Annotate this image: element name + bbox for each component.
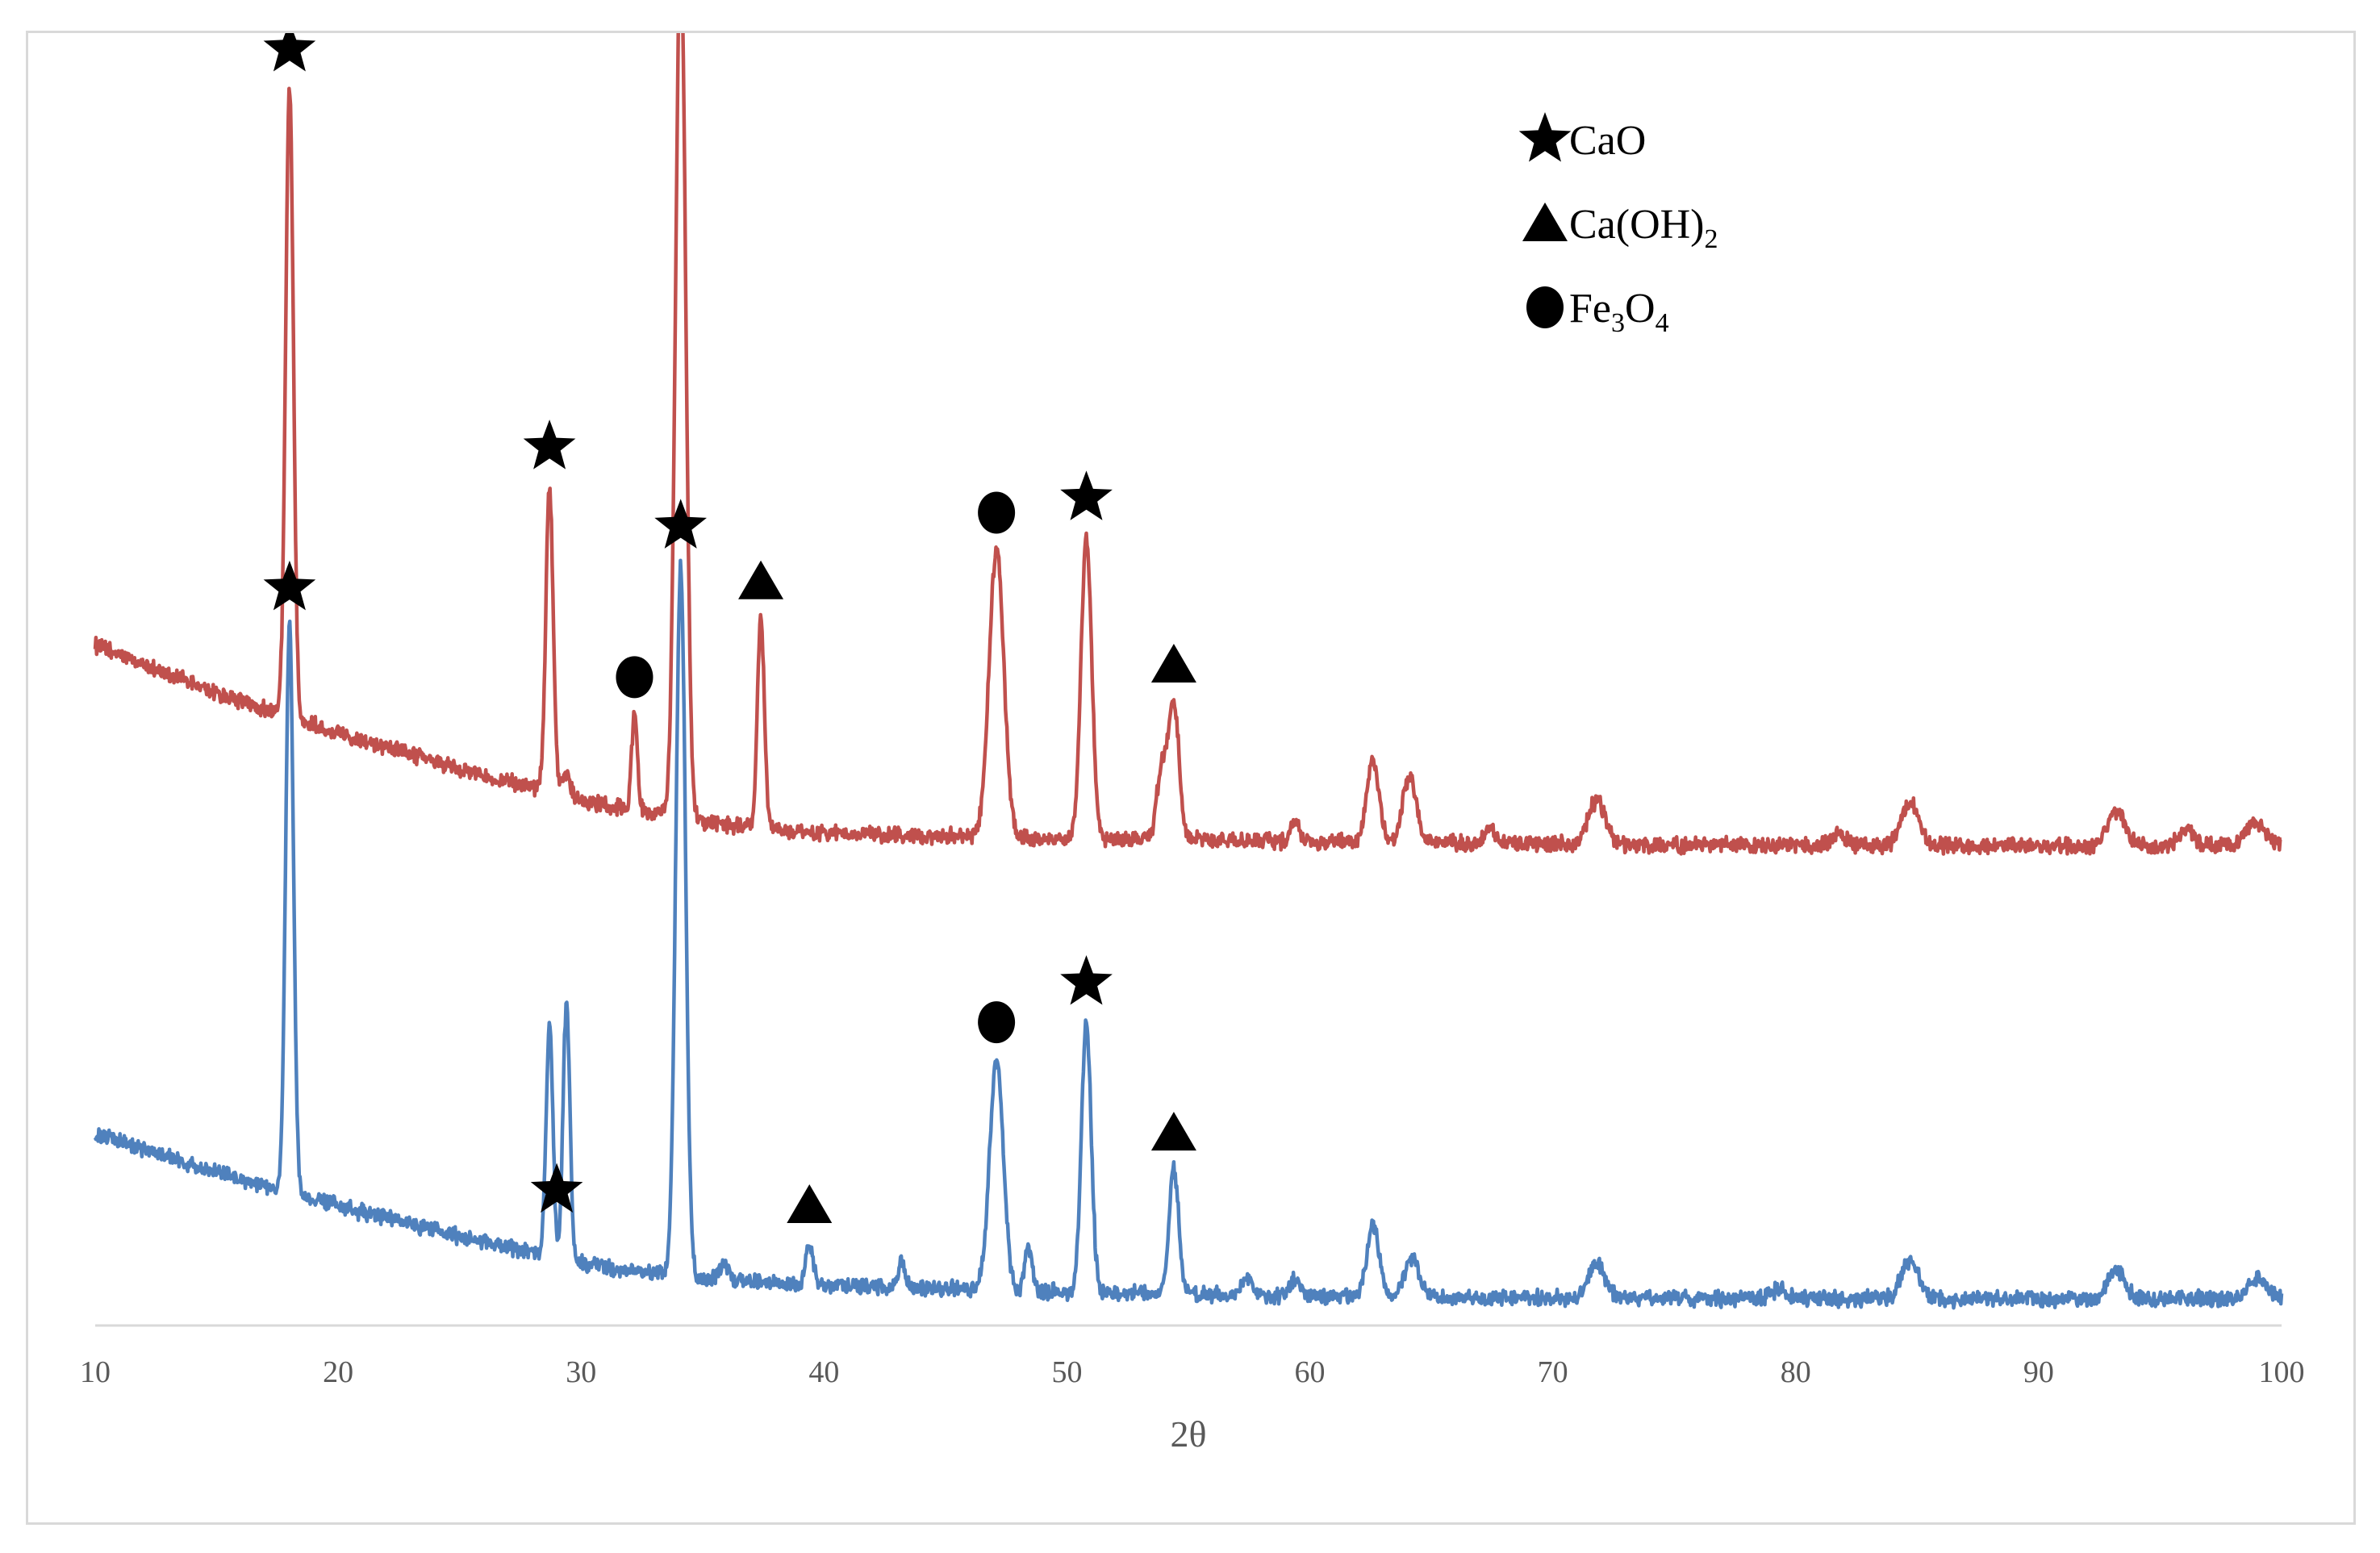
legend-star-icon: [1518, 112, 1572, 162]
x-axis-title: 2θ: [1170, 1413, 1206, 1455]
peak-marker-star-icon: [654, 499, 707, 549]
x-tick-label: 80: [1781, 1355, 1811, 1389]
peak-marker-triangle-icon: [1150, 643, 1196, 683]
x-tick-labels: 10 20 30 40 50 60 70 80 90 100: [80, 1355, 2305, 1389]
series-line-2: [93, 558, 2284, 1310]
peak-marker-circle-icon: [616, 656, 653, 699]
x-tick-label: 70: [1538, 1355, 1568, 1389]
legend-item: CaO: [1518, 112, 1646, 164]
xrd-chart: 10 20 30 40 50 60 70 80 90 100 2θ CaO Ca(OH)2 Fe3O4: [80, 33, 2305, 1455]
x-tick-label: 50: [1051, 1355, 1082, 1389]
chart-frame: 10 20 30 40 50 60 70 80 90 100 2θ CaO Ca(OH)2 Fe3O4: [26, 31, 2356, 1525]
peak-marker-star-icon: [523, 420, 576, 470]
legend-item: Ca(OH)2: [1522, 202, 1718, 254]
x-tick-label: 10: [80, 1355, 111, 1389]
peak-marker-star-icon: [263, 560, 316, 611]
legend-triangle-icon: [1522, 202, 1568, 241]
peak-marker-star-icon: [1060, 955, 1113, 1005]
peak-marker-star-icon: [1060, 470, 1113, 520]
peak-marker-triangle-icon: [787, 1184, 833, 1224]
x-tick-label: 100: [2259, 1355, 2305, 1389]
legend-label: CaO: [1569, 118, 1646, 164]
legend-label: Ca(OH)2: [1569, 202, 1718, 254]
series-line-1: [93, 33, 2283, 856]
legend-label: Fe3O4: [1569, 286, 1669, 338]
peak-markers: [263, 33, 1196, 1224]
peak-marker-circle-icon: [978, 491, 1016, 534]
legend-circle-icon: [1526, 286, 1564, 328]
x-tick-label: 30: [566, 1355, 596, 1389]
peak-marker-circle-icon: [978, 1001, 1016, 1044]
legend: CaO Ca(OH)2 Fe3O4: [1518, 112, 1718, 338]
peak-marker-triangle-icon: [1150, 1112, 1196, 1151]
x-tick-label: 20: [323, 1355, 353, 1389]
peak-marker-triangle-icon: [738, 560, 784, 599]
legend-item: Fe3O4: [1526, 286, 1669, 338]
peak-marker-star-icon: [530, 1163, 583, 1213]
x-tick-label: 40: [808, 1355, 839, 1389]
x-tick-label: 60: [1295, 1355, 1326, 1389]
x-tick-label: 90: [2023, 1355, 2054, 1389]
peak-marker-star-icon: [263, 33, 316, 72]
series-layer: [93, 33, 2284, 1310]
